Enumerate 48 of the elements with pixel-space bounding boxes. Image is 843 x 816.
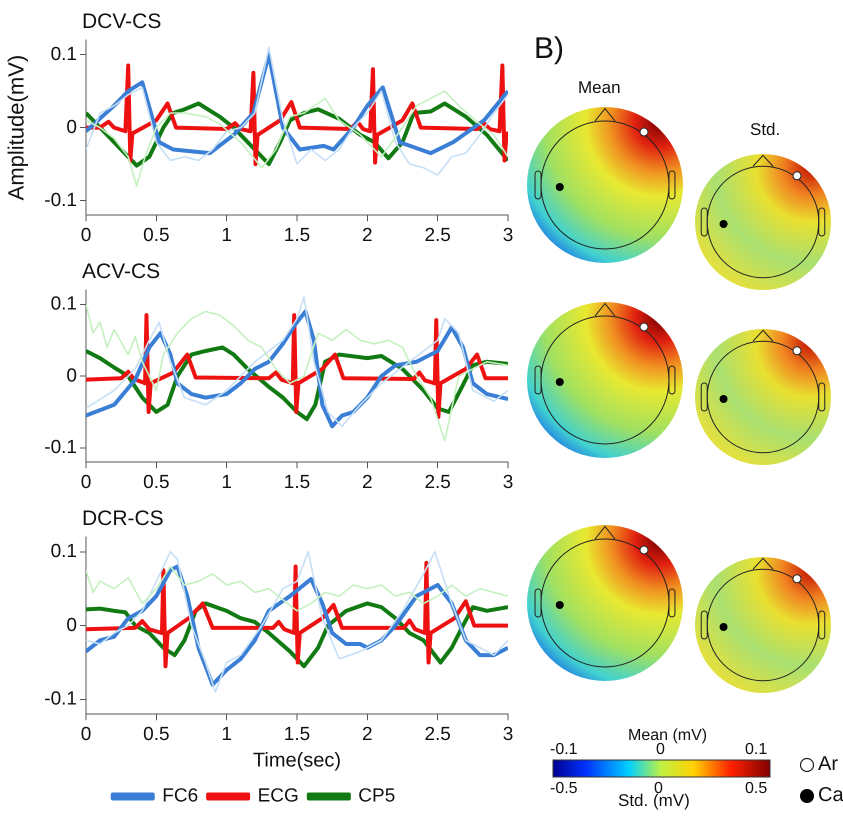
x-tick-label: 2 [362, 224, 373, 246]
x-tick-label: 0 [80, 224, 92, 246]
y-tick-label: -0.1 [44, 190, 77, 211]
text: Ar [818, 753, 838, 776]
x-tick-label: 1 [221, 724, 232, 745]
x-tick-label: 2 [362, 724, 373, 745]
y-tick-label: 0.1 [50, 541, 77, 562]
x-tick-label: 1.5 [284, 724, 310, 745]
x-tick-label: 0 [80, 724, 92, 745]
text: 0.1 [745, 741, 768, 759]
chart-title: DCR-CS [82, 507, 164, 530]
x-tick-label: 0.5 [143, 224, 170, 246]
x-tick-label: 1.5 [284, 472, 310, 493]
text: Mean [578, 78, 621, 98]
text: Mean (mV) [628, 727, 708, 744]
text: Std. [750, 120, 780, 140]
y-tick-label: 0 [66, 365, 77, 386]
text: B) [534, 32, 564, 66]
x-tick-label: 1 [221, 472, 232, 493]
legend-label: FC6 [162, 786, 198, 807]
y-axis-title: Amplitude(mV) [3, 54, 28, 200]
x-tick-label: 2.5 [424, 472, 451, 493]
x-axis-title: Time(sec) [252, 750, 342, 772]
y-tick-label: 0 [66, 614, 77, 636]
chart-title: ACV-CS [82, 260, 160, 283]
y-tick-label: 0.1 [50, 44, 77, 65]
x-tick-label: 0.5 [143, 472, 170, 493]
x-tick-label: 1.5 [284, 224, 310, 246]
text: 0.5 [745, 780, 768, 798]
x-tick-label: 3 [502, 472, 514, 493]
legend-label: CP5 [358, 786, 396, 807]
chart-title: DCV-CS [82, 10, 162, 33]
x-tick-label: 2.5 [424, 724, 451, 745]
y-tick-label: 0 [66, 116, 77, 138]
y-tick-label: 0.1 [50, 294, 77, 315]
x-tick-label: 2.5 [424, 224, 451, 246]
x-tick-label: 3 [502, 724, 514, 745]
x-tick-label: 3 [502, 224, 514, 246]
x-tick-label: 0.5 [143, 724, 170, 745]
x-tick-label: 1 [221, 224, 232, 246]
y-tick-label: -0.1 [44, 688, 77, 710]
text: -0.1 [550, 741, 578, 759]
text: 0 [656, 741, 665, 759]
x-tick-label: 2 [362, 472, 373, 493]
text: -0.5 [550, 780, 578, 798]
legend-label: ECG [258, 786, 299, 807]
x-tick-label: 0 [80, 472, 92, 493]
y-tick-label: -0.1 [44, 437, 77, 458]
